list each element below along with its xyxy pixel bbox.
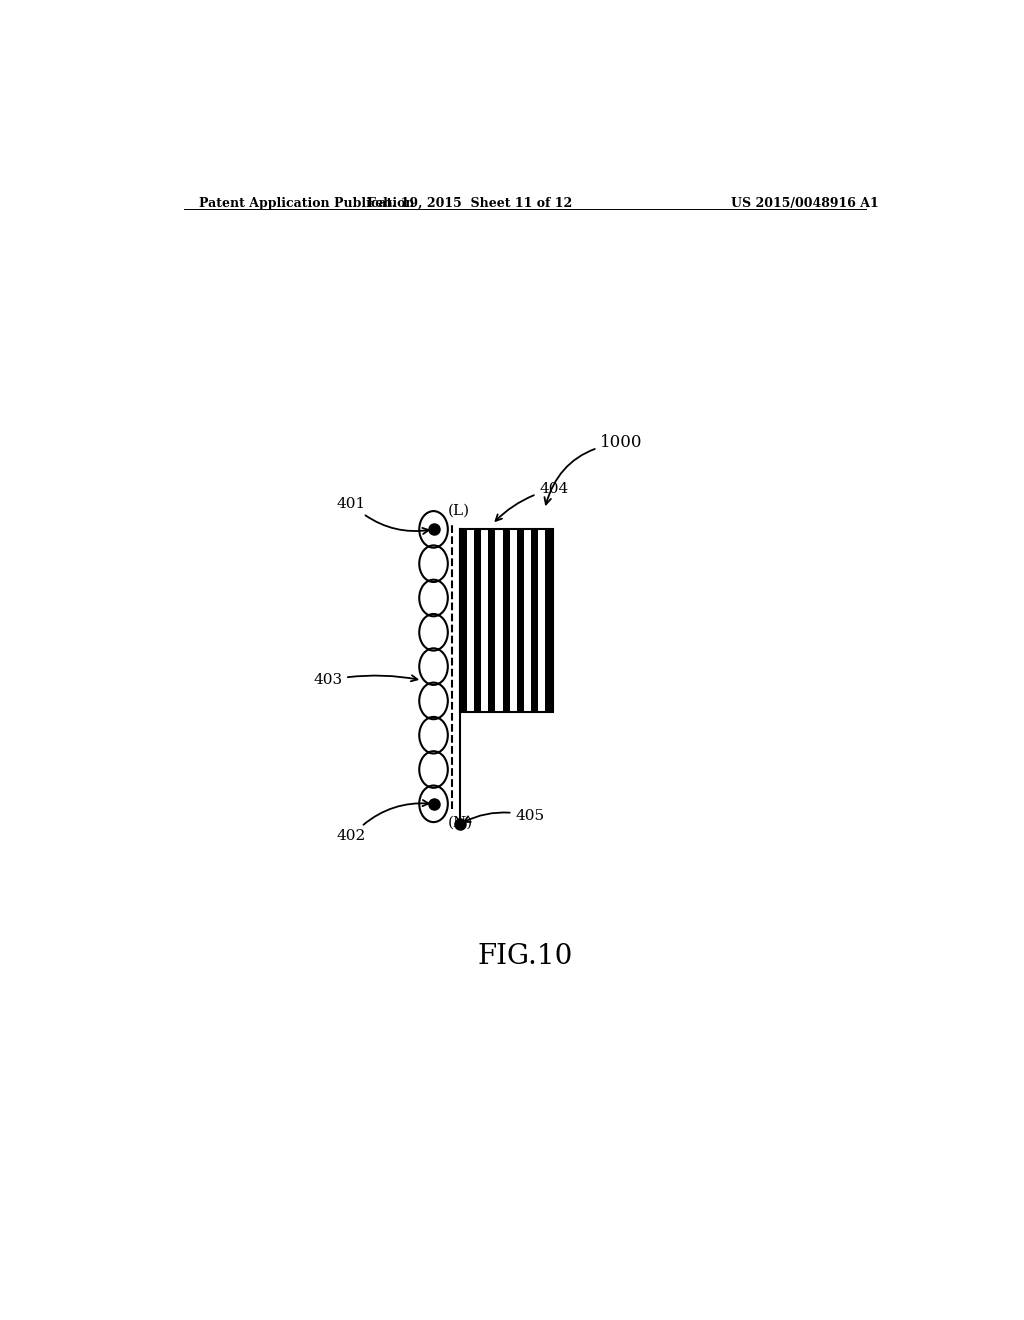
Bar bbox=[517, 529, 524, 713]
Bar bbox=[474, 529, 481, 713]
Bar bbox=[488, 529, 496, 713]
Text: 405: 405 bbox=[464, 809, 545, 822]
Text: US 2015/0048916 A1: US 2015/0048916 A1 bbox=[731, 197, 879, 210]
Text: (L): (L) bbox=[447, 503, 470, 517]
Bar bbox=[503, 529, 510, 713]
Text: 402: 402 bbox=[337, 800, 429, 843]
Bar bbox=[460, 529, 553, 713]
Text: Patent Application Publication: Patent Application Publication bbox=[200, 197, 415, 210]
Bar bbox=[546, 529, 553, 713]
Bar bbox=[460, 529, 467, 713]
Text: FIG.10: FIG.10 bbox=[477, 942, 572, 970]
Bar bbox=[531, 529, 539, 713]
Text: 404: 404 bbox=[496, 482, 568, 521]
Text: 401: 401 bbox=[337, 496, 429, 535]
Text: (N): (N) bbox=[447, 816, 473, 830]
Text: 403: 403 bbox=[313, 673, 418, 688]
Text: 1000: 1000 bbox=[545, 434, 643, 504]
Text: Feb. 19, 2015  Sheet 11 of 12: Feb. 19, 2015 Sheet 11 of 12 bbox=[367, 197, 571, 210]
Bar bbox=[460, 529, 553, 713]
